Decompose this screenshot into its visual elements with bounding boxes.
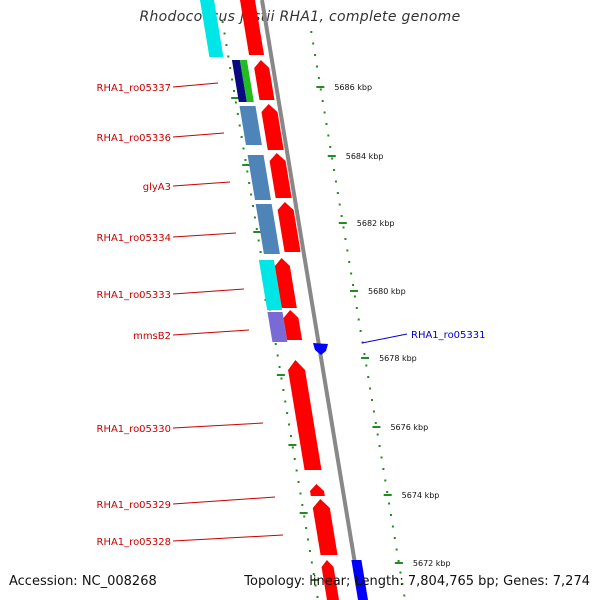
cog-block [247, 155, 271, 200]
scale-label: 5680 kbp [368, 287, 406, 296]
cog-block [200, 0, 224, 57]
cog-block [231, 60, 247, 102]
forward-gene-arrow [269, 153, 292, 198]
label-leader-line [172, 232, 237, 238]
scale-label: 5682 kbp [357, 219, 395, 228]
forward-gene-arrow [283, 310, 303, 340]
gene-label[interactable]: glyA3 [143, 182, 171, 193]
forward-gene-arrow [312, 499, 338, 555]
gene-label[interactable]: RHA1_ro05336 [97, 133, 172, 144]
forward-gene-arrow [321, 560, 339, 600]
map-title: Rhodococcus jostii RHA1, complete genome [139, 9, 461, 25]
cog-block [258, 260, 283, 310]
genome-backbone [260, 0, 363, 600]
gene-label[interactable]: RHA1_ro05330 [97, 424, 172, 435]
label-leader-line [172, 534, 284, 542]
gene-label[interactable]: RHA1_ro05329 [97, 500, 172, 511]
gene-label[interactable]: RHA1_ro05331 [411, 330, 486, 341]
cog-block [255, 204, 280, 254]
gene-label[interactable]: RHA1_ro05328 [97, 537, 172, 548]
label-leader-line [172, 82, 219, 88]
cog-block [239, 60, 254, 102]
label-leader-line [172, 132, 225, 138]
gene-label[interactable]: RHA1_ro05337 [97, 83, 172, 94]
scale-label: 5684 kbp [346, 152, 384, 161]
reverse-gene-arrow [313, 343, 328, 355]
forward-gene-arrow [288, 360, 322, 470]
scale-label: 5676 kbp [390, 423, 428, 432]
scale-label: 5672 kbp [413, 559, 451, 568]
gene-label[interactable]: mmsB2 [133, 331, 171, 342]
label-leader-line [361, 333, 408, 344]
scale-label: 5674 kbp [402, 491, 440, 500]
forward-gene-arrow [274, 258, 297, 308]
label-leader-line [172, 288, 245, 295]
cog-block [267, 312, 288, 342]
topology-text: Topology: linear; Length: 7,804,765 bp; … [244, 574, 590, 589]
gene-label[interactable]: RHA1_ro05333 [97, 290, 172, 301]
gene-label[interactable]: RHA1_ro05334 [97, 233, 172, 244]
label-leader-line [172, 422, 264, 429]
scale-label: 5678 kbp [379, 354, 417, 363]
forward-gene-arrow [277, 202, 301, 252]
label-leader-line [172, 181, 231, 187]
forward-gene-arrow [261, 104, 284, 150]
forward-gene-arrow [254, 60, 275, 100]
forward-gene-arrow [240, 0, 265, 55]
cog-block [239, 106, 262, 145]
cog-block [351, 560, 368, 600]
scale-label: 5686 kbp [334, 83, 372, 92]
accession-text: Accession: NC_008268 [9, 574, 157, 589]
label-leader-line [172, 496, 276, 505]
forward-gene-arrow [310, 484, 325, 496]
label-leader-line [172, 329, 250, 336]
